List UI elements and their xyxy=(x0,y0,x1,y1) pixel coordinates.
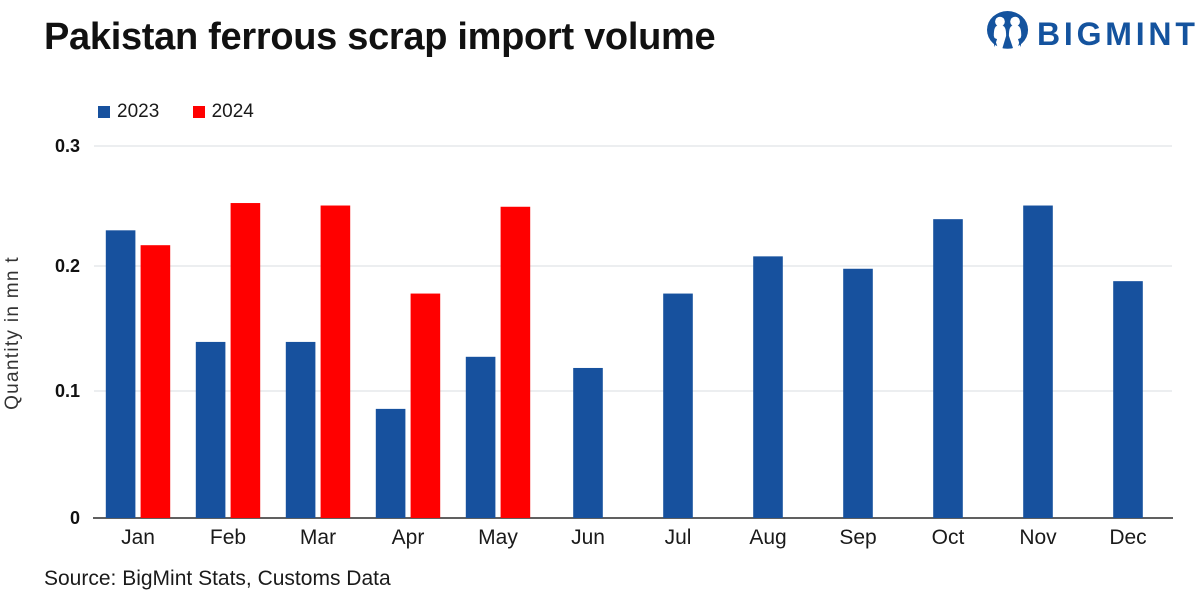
svg-text:Feb: Feb xyxy=(210,526,246,549)
svg-text:Nov: Nov xyxy=(1019,526,1057,549)
svg-text:Apr: Apr xyxy=(392,526,425,549)
svg-text:0: 0 xyxy=(70,508,80,528)
svg-text:Quantity in mn t: Quantity in mn t xyxy=(2,256,23,410)
svg-text:Dec: Dec xyxy=(1109,526,1146,549)
svg-text:0.3: 0.3 xyxy=(55,136,80,156)
svg-text:0.1: 0.1 xyxy=(55,381,80,401)
svg-text:May: May xyxy=(478,526,518,549)
svg-text:Jan: Jan xyxy=(121,526,155,549)
svg-text:Aug: Aug xyxy=(749,526,786,549)
svg-text:Sep: Sep xyxy=(839,526,876,549)
svg-text:Oct: Oct xyxy=(932,526,965,549)
svg-text:Mar: Mar xyxy=(300,526,336,549)
svg-text:0.2: 0.2 xyxy=(55,256,80,276)
svg-text:Jun: Jun xyxy=(571,526,605,549)
svg-text:Jul: Jul xyxy=(665,526,692,549)
